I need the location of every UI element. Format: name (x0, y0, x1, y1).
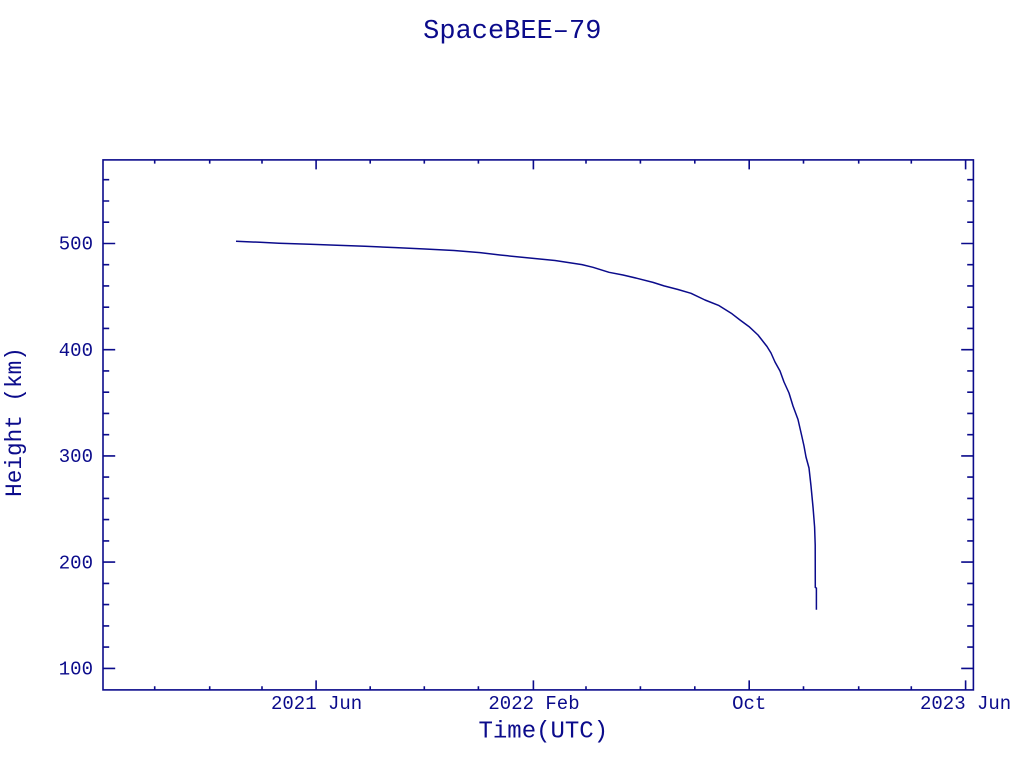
svg-text:100: 100 (59, 659, 93, 681)
svg-text:SpaceBEE–79: SpaceBEE–79 (423, 17, 601, 47)
svg-text:2021 Jun: 2021 Jun (271, 693, 362, 715)
svg-text:Time(UTC): Time(UTC) (478, 719, 608, 746)
svg-text:Height (km): Height (km) (2, 347, 28, 497)
svg-text:300: 300 (59, 446, 93, 468)
svg-text:500: 500 (59, 234, 93, 256)
svg-text:2022 Feb: 2022 Feb (488, 693, 579, 715)
svg-text:200: 200 (59, 552, 93, 574)
svg-text:400: 400 (59, 340, 93, 362)
svg-text:2023 Jun: 2023 Jun (920, 693, 1011, 715)
svg-text:Oct: Oct (732, 693, 766, 715)
